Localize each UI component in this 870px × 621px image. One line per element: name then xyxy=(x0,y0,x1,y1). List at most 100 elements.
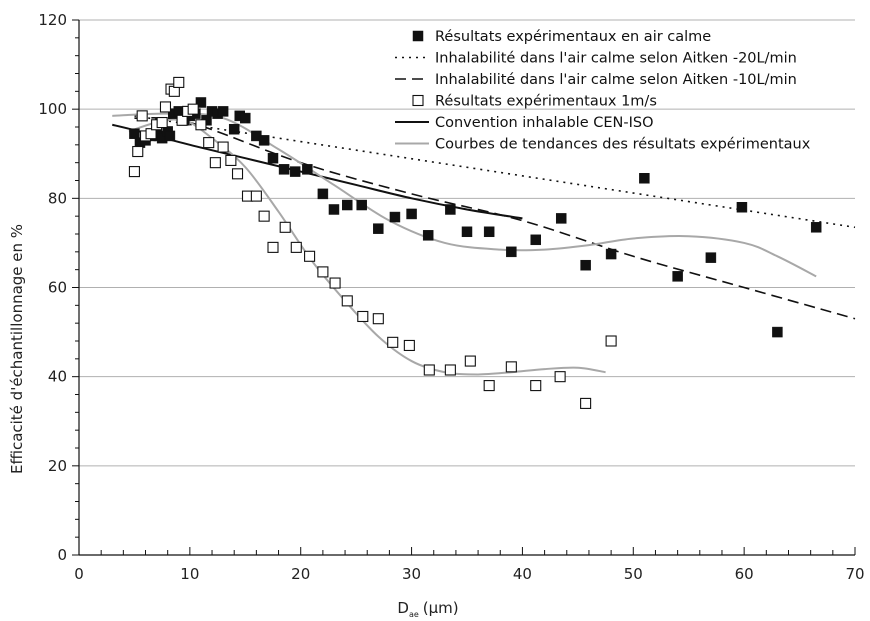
wind-1ms-point-16 xyxy=(209,157,221,169)
y-tick-label-40: 40 xyxy=(48,368,67,386)
calm-air-point-24 xyxy=(267,152,279,164)
wind-1ms-point-36 xyxy=(464,355,476,367)
wind-1ms-point-37 xyxy=(483,380,495,392)
legend-label-0: Résultats expérimentaux en air calme xyxy=(435,29,711,45)
calm-air-point-27 xyxy=(302,164,313,175)
calm-air-point-40 xyxy=(530,234,541,246)
calm-air-point-48 xyxy=(772,326,783,338)
calm-air-point-21 xyxy=(240,112,251,124)
series-2-line-0 xyxy=(134,117,856,320)
calm-air-point-39 xyxy=(506,246,517,258)
wind-1ms-point-19 xyxy=(231,168,244,180)
wind-1ms-point-13 xyxy=(187,103,199,115)
wind-1ms-point-15 xyxy=(203,137,215,149)
calm-air-point-33 xyxy=(389,211,401,223)
y-axis-title: Efficacité d'échantillonnage en % xyxy=(8,224,26,474)
calm-air-point-14 xyxy=(195,97,207,108)
x-axis-title: Dae (μm) xyxy=(397,599,458,619)
x-tick-label-40: 40 xyxy=(513,565,532,583)
wind-1ms-point-18 xyxy=(225,154,237,166)
calm-air-point-29 xyxy=(328,204,340,215)
y-tick-label-0: 0 xyxy=(57,546,67,564)
calm-air-point-49 xyxy=(810,222,822,233)
wind-1ms-point-28 xyxy=(329,277,341,289)
calm-air-point-19 xyxy=(228,123,240,135)
wind-1ms-point-31 xyxy=(372,313,384,325)
wind-1ms-point-35 xyxy=(444,364,456,376)
wind-1ms-point-39 xyxy=(530,380,542,392)
calm-air-point-32 xyxy=(373,223,384,234)
calm-air-point-31 xyxy=(356,199,367,211)
x-tick-label-20: 20 xyxy=(291,565,310,583)
wind-1ms-point-23 xyxy=(267,241,279,253)
wind-1ms-point-42 xyxy=(605,335,617,347)
wind-1ms-point-32 xyxy=(387,336,399,348)
y-tick-label-100: 100 xyxy=(38,100,67,118)
calm-air-point-23 xyxy=(258,135,270,146)
wind-1ms-point-33 xyxy=(403,339,415,352)
x-tick-label-10: 10 xyxy=(180,565,199,583)
wind-1ms-point-0 xyxy=(128,166,140,178)
wind-1ms-point-29 xyxy=(341,295,353,307)
calm-air-point-0 xyxy=(129,128,140,139)
wind-1ms-point-41 xyxy=(580,397,592,409)
x-tick-label-50: 50 xyxy=(624,565,643,583)
calm-air-point-8 xyxy=(164,130,176,142)
wind-1ms-point-7 xyxy=(159,101,172,113)
calm-air-point-26 xyxy=(289,166,301,177)
calm-air-point-42 xyxy=(580,259,591,271)
calm-air-point-46 xyxy=(705,252,717,263)
calm-air-point-41 xyxy=(555,213,567,224)
wind-1ms-point-38 xyxy=(505,361,517,373)
wind-1ms-point-17 xyxy=(217,141,229,153)
wind-1ms-point-26 xyxy=(304,250,316,262)
legend-label-1: Inhalabilité dans l'air calme selon Aitk… xyxy=(435,51,797,67)
y-tick-label-120: 120 xyxy=(38,11,67,29)
legend-label-5: Courbes de tendances des résultats expér… xyxy=(435,137,811,153)
x-tick-label-70: 70 xyxy=(845,565,864,583)
legend-label-2: Inhalabilité dans l'air calme selon Aitk… xyxy=(435,72,797,88)
legend-marker-0 xyxy=(412,30,424,42)
wind-1ms-point-25 xyxy=(290,241,302,253)
series-5-line-1 xyxy=(128,118,606,376)
calm-air-point-18 xyxy=(217,106,229,117)
wind-1ms-point-27 xyxy=(317,266,329,278)
x-tick-label-30: 30 xyxy=(402,565,421,583)
legend-label-3: Résultats expérimentaux 1m/s xyxy=(435,94,657,110)
legend-label-4: Convention inhalable CEN-ISO xyxy=(435,115,654,131)
wind-1ms-point-2 xyxy=(136,110,148,122)
x-axis-title-main: D xyxy=(397,599,409,617)
wind-1ms-point-14 xyxy=(195,119,207,131)
y-tick-label-20: 20 xyxy=(48,457,67,475)
calm-air-point-37 xyxy=(461,226,473,238)
legend-marker-3 xyxy=(412,94,424,107)
calm-air-point-30 xyxy=(342,199,353,211)
y-tick-label-80: 80 xyxy=(48,189,67,207)
legend: Résultats expérimentaux en air calme Inha… xyxy=(395,29,811,153)
x-axis-title-unit: (μm) xyxy=(423,599,459,617)
calm-air-point-35 xyxy=(422,230,434,241)
calm-air-point-28 xyxy=(317,188,329,200)
calm-air-point-38 xyxy=(483,226,495,238)
wind-1ms-point-10 xyxy=(173,76,185,88)
calm-air-point-25 xyxy=(278,164,290,175)
x-axis-title-sub: ae xyxy=(409,610,419,619)
calm-air-point-43 xyxy=(605,248,617,260)
wind-1ms-point-6 xyxy=(156,116,168,129)
ticks: 0 20 40 60 80 100 120 0 10 20 30 40 50 60 70 xyxy=(38,11,864,583)
wind-1ms-point-1 xyxy=(132,145,144,158)
wind-1ms-point-24 xyxy=(279,221,291,233)
wind-1ms-point-21 xyxy=(250,190,262,202)
x-tick-label-60: 60 xyxy=(735,565,754,583)
wind-1ms-point-22 xyxy=(258,210,270,222)
wind-1ms-point-34 xyxy=(423,364,435,376)
series-layer xyxy=(112,76,856,409)
x-tick-label-0: 0 xyxy=(74,565,84,583)
series-5-line-0 xyxy=(112,112,817,278)
series-1-line-0 xyxy=(134,115,856,229)
wind-1ms-point-30 xyxy=(357,310,369,323)
calm-air-point-44 xyxy=(639,173,650,184)
calm-air-point-45 xyxy=(672,271,683,282)
y-tick-label-60: 60 xyxy=(48,279,67,297)
